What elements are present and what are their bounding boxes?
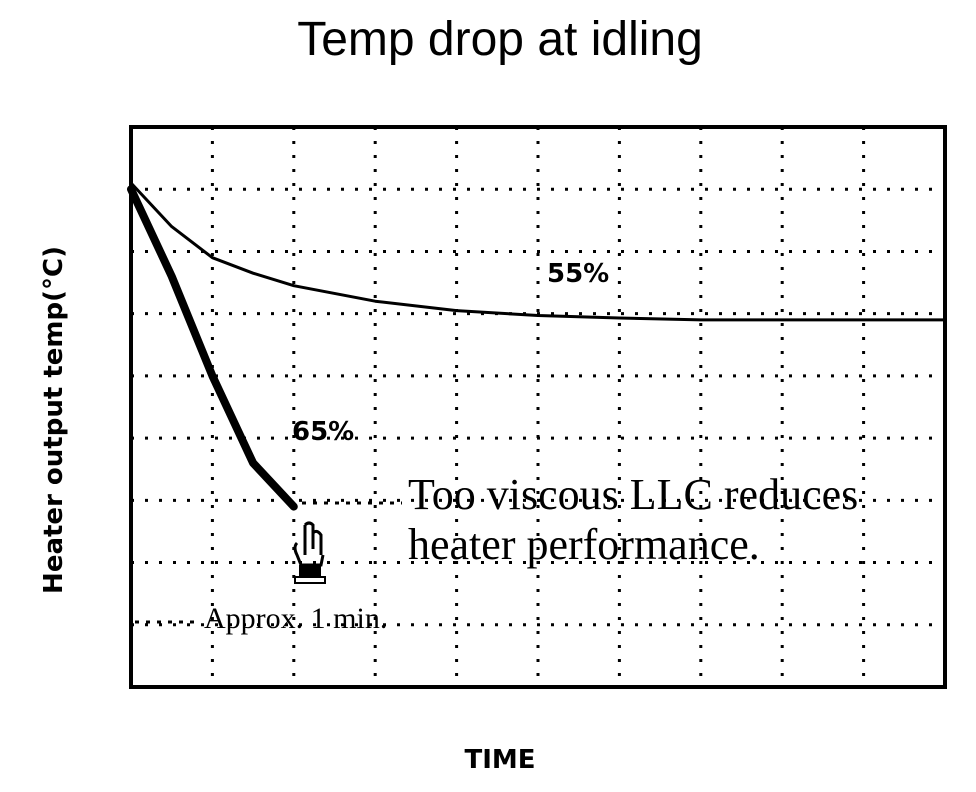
grid [131, 127, 945, 687]
x-axis-label: TIME [464, 745, 535, 775]
series-lines [127, 181, 947, 511]
annotation: Too viscous LLC reduces heater performan… [135, 470, 858, 635]
annotation-line-1: Too viscous LLC reduces [408, 470, 858, 519]
series-line-1 [127, 185, 298, 511]
chart-title: Temp drop at idling [297, 13, 703, 66]
series-label-65: 65% [292, 417, 354, 447]
series-line-0 [129, 181, 947, 322]
series-labels: 55% 65% [292, 259, 609, 447]
annotation-line-2: heater performance. [408, 520, 760, 569]
marker-label: Approx. 1 min. [204, 602, 387, 635]
series-label-55: 55% [547, 259, 609, 289]
pointing-hand-icon [293, 521, 326, 584]
y-axis-label: Heater output temp(°C) [39, 246, 69, 594]
